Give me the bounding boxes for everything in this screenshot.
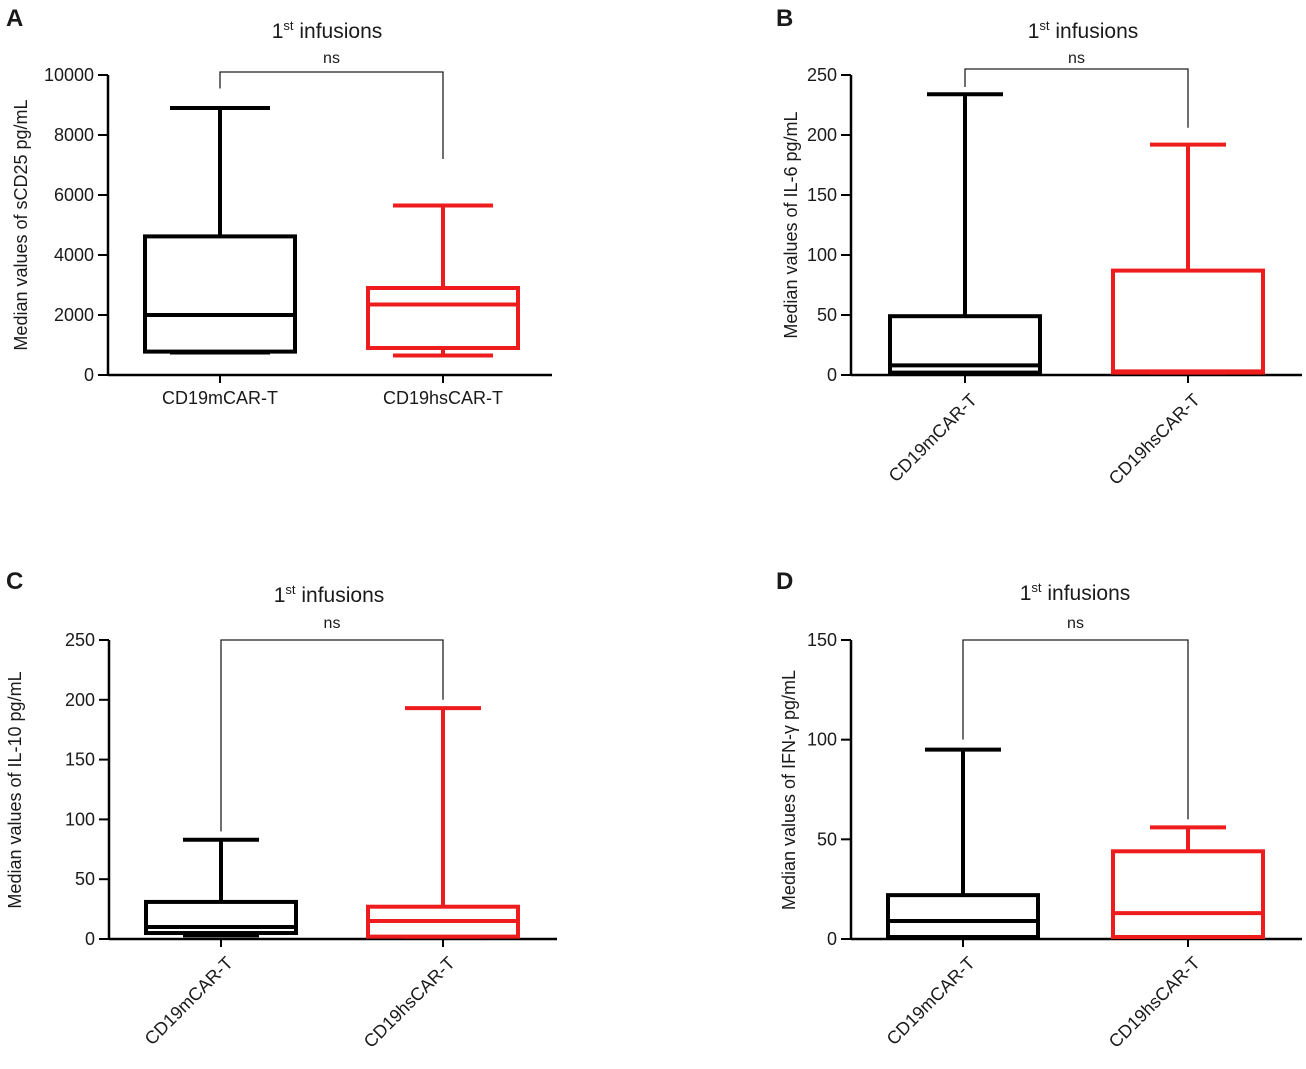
significance-label: ns	[324, 615, 341, 632]
chart-title-superscript: st	[1039, 18, 1050, 33]
chart-title-text: infusions	[1042, 582, 1131, 605]
x-category-label: CD19mCAR-T	[883, 953, 979, 1049]
chart-title-superscript: st	[1031, 580, 1042, 595]
panel-b: B 1st infusions 0 50 100 150 200 250 Median valu…	[776, 5, 1302, 489]
y-tick-label: 100	[65, 809, 95, 829]
panel-letter: B	[776, 5, 793, 32]
chart-title: 1st infusions	[1020, 580, 1131, 605]
x-category-label: CD19mCAR-T	[162, 388, 278, 408]
y-tick-label: 10000	[44, 65, 94, 85]
significance-label: ns	[323, 50, 340, 67]
panel-letter: A	[6, 5, 23, 32]
panel-a: A 1st infusions 0 2000 4000 6000 8000 10000 Medi…	[6, 5, 552, 408]
y-tick-label: 50	[75, 869, 95, 889]
y-tick-label: 2000	[54, 305, 94, 325]
chart-title-superscript: st	[285, 582, 296, 597]
chart-title-number: 1	[1020, 582, 1032, 605]
box-iqr	[143, 234, 297, 354]
x-category-label: CD19hsCAR-T	[383, 388, 503, 408]
chart-title: 1st infusions	[274, 582, 385, 607]
chart-title-superscript: st	[283, 18, 294, 33]
y-tick-label: 150	[807, 630, 837, 650]
y-tick-label: 4000	[54, 245, 94, 265]
y-tick-label: 0	[827, 929, 837, 949]
chart-title-number: 1	[1028, 20, 1040, 43]
y-axis-label: Median values of sCD25 pg/mL	[11, 99, 31, 350]
significance-bracket-line	[220, 639, 444, 832]
boxplot-cd19mcar-t	[143, 106, 297, 355]
boxplot-cd19hscar-t	[366, 203, 520, 358]
x-category-label: CD19hsCAR-T	[360, 953, 459, 1052]
significance-label: ns	[1067, 615, 1084, 632]
y-tick-label: 50	[817, 305, 837, 325]
y-tick-label: 150	[65, 750, 95, 770]
y-axis-label: Median values of IL-10 pg/mL	[5, 671, 25, 908]
significance-bracket: ns	[964, 50, 1189, 128]
y-tick-label: 0	[85, 929, 95, 949]
significance-bracket: ns	[219, 50, 444, 159]
box-iqr	[888, 314, 1042, 375]
y-tick-label: 8000	[54, 125, 94, 145]
y-tick-label: 50	[817, 829, 837, 849]
x-category-label: CD19mCAR-T	[141, 953, 237, 1049]
y-tick-label: 250	[65, 630, 95, 650]
box-iqr	[886, 893, 1040, 940]
panel-letter: D	[776, 568, 793, 595]
boxplot-cd19hscar-t	[1111, 825, 1265, 940]
significance-bracket-line	[219, 71, 444, 159]
panel-c: C 1st infusions 0 50 100 150 200 250 Median valu…	[5, 568, 557, 1052]
y-tick-label: 150	[807, 185, 837, 205]
panel-letter: C	[6, 568, 23, 595]
y-axis-label: Median values of IFN-γ pg/mL	[779, 670, 799, 910]
boxplot-cd19hscar-t	[1111, 142, 1265, 375]
boxplot-cd19mcar-t	[886, 747, 1040, 940]
boxplot-cd19hscar-t	[366, 706, 520, 939]
significance-bracket: ns	[962, 615, 1189, 820]
x-category-label: CD19hsCAR-T	[1105, 953, 1204, 1052]
chart-title-number: 1	[272, 20, 284, 43]
panel-d: D 1st infusions 0 50 100 150 Median values of …	[776, 568, 1302, 1052]
significance-bracket-line	[962, 639, 1189, 820]
y-tick-label: 100	[807, 730, 837, 750]
significance-bracket-line	[964, 68, 1189, 128]
significance-label: ns	[1068, 50, 1085, 67]
y-axis-label: Median values of IL-6 pg/mL	[781, 111, 801, 338]
y-tick-label: 0	[84, 365, 94, 385]
box-iqr	[366, 286, 520, 350]
chart-title-text: infusions	[296, 584, 385, 607]
significance-bracket: ns	[220, 615, 444, 832]
y-tick-label: 200	[807, 125, 837, 145]
boxplot-cd19mcar-t	[888, 92, 1042, 375]
chart-title-text: infusions	[1050, 20, 1139, 43]
chart-title: 1st infusions	[1028, 18, 1139, 43]
x-category-label: CD19mCAR-T	[885, 390, 981, 486]
y-tick-label: 250	[807, 65, 837, 85]
chart-title-text: infusions	[294, 20, 383, 43]
y-tick-label: 0	[827, 365, 837, 385]
box-iqr	[1111, 268, 1265, 375]
y-tick-label: 200	[65, 690, 95, 710]
box-iqr	[1111, 849, 1265, 940]
y-tick-label: 100	[807, 245, 837, 265]
chart-title: 1st infusions	[272, 18, 383, 43]
x-category-label: CD19hsCAR-T	[1105, 390, 1204, 489]
chart-title-number: 1	[274, 584, 286, 607]
boxplot-cd19mcar-t	[144, 837, 298, 938]
y-tick-label: 6000	[54, 185, 94, 205]
